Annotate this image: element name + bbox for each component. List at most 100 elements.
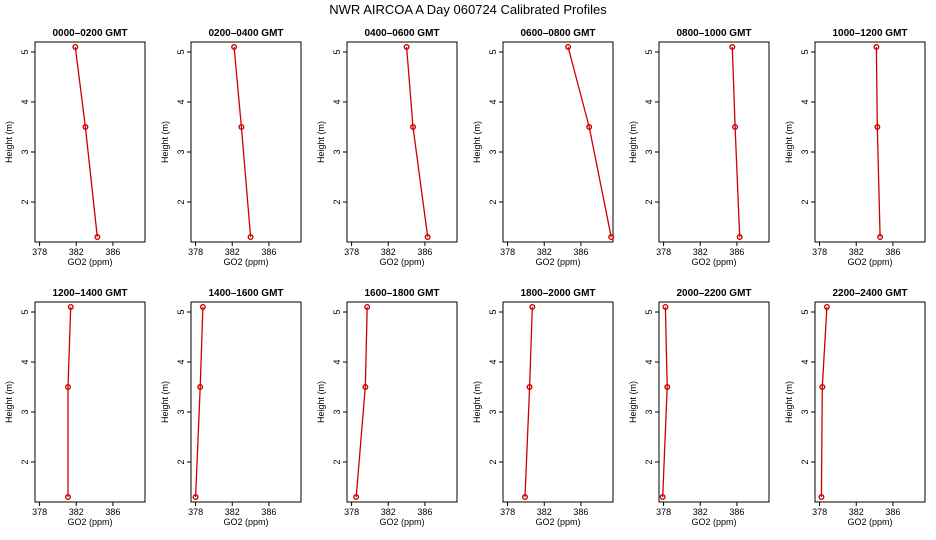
- x-tick-label: 378: [344, 247, 359, 257]
- y-tick-label: 2: [488, 459, 498, 464]
- data-point: [72, 44, 79, 51]
- y-tick-label: 3: [332, 409, 342, 414]
- data-point: [732, 123, 739, 130]
- y-tick-label: 4: [20, 359, 30, 364]
- data-point: [608, 233, 615, 240]
- y-axis-label: Height (m): [784, 381, 794, 423]
- y-tick-label: 3: [488, 149, 498, 154]
- profile-line: [67, 306, 72, 497]
- y-tick-label: 2: [800, 459, 810, 464]
- panel-title: 0400–0600 GMT: [364, 28, 439, 39]
- x-tick-label: 378: [656, 247, 671, 257]
- plot-frame: [34, 301, 146, 503]
- profile-panel: 1000–1200 GMT 378 382 386 2 3 4 5 GO2 (ppm) Heigh…: [784, 28, 926, 267]
- x-axis-label: GO2 (ppm): [67, 257, 112, 267]
- profile-line: [662, 306, 668, 498]
- panel-title: 0800–1000 GMT: [676, 28, 751, 39]
- profile-panel: 0400–0600 GMT 378 382 386 2 3 4 5 GO2 (ppm) Heigh…: [316, 28, 458, 267]
- data-point: [729, 44, 736, 51]
- x-axis-label: GO2 (ppm): [379, 257, 424, 267]
- y-tick-label: 2: [644, 459, 654, 464]
- y-tick-label: 4: [20, 99, 30, 104]
- plot-frame: [658, 301, 770, 503]
- profile-line: [405, 46, 429, 238]
- data-point: [94, 233, 101, 240]
- x-tick-label: 378: [32, 247, 47, 257]
- data-point: [877, 233, 884, 240]
- y-tick-label: 4: [176, 359, 186, 364]
- y-axis-label: Height (m): [316, 381, 326, 423]
- y-tick-label: 5: [20, 49, 30, 54]
- x-tick-label: 382: [225, 247, 240, 257]
- y-tick-label: 2: [332, 459, 342, 464]
- plot-frame: [346, 301, 458, 503]
- data-point: [353, 494, 360, 501]
- y-tick-label: 4: [800, 359, 810, 364]
- y-tick-label: 4: [488, 99, 498, 104]
- data-point: [231, 44, 238, 51]
- data-point: [364, 304, 371, 311]
- panel-title: 1200–1400 GMT: [52, 288, 127, 299]
- y-tick-label: 3: [488, 409, 498, 414]
- data-point: [526, 384, 533, 391]
- data-point: [873, 44, 880, 51]
- profile-panel: 1200–1400 GMT 378 382 386 2 3 4 5 GO2 (ppm) Heigh…: [4, 288, 146, 527]
- plot-frame: [502, 41, 614, 243]
- profile-panel: 1800–2000 GMT 378 382 386 2 3 4 5 GO2 (ppm) Heigh…: [472, 288, 614, 527]
- x-axis-label: GO2 (ppm): [847, 257, 892, 267]
- y-tick-label: 3: [176, 149, 186, 154]
- x-tick-label: 382: [693, 507, 708, 517]
- y-axis-label: Height (m): [4, 121, 14, 163]
- profile-panel: 1400–1600 GMT 378 382 386 2 3 4 5 GO2 (ppm) Heigh…: [160, 288, 302, 527]
- plot-frame: [346, 41, 458, 243]
- y-axis-label: Height (m): [160, 121, 170, 163]
- y-tick-label: 5: [644, 309, 654, 314]
- plot-frame: [814, 301, 926, 503]
- y-tick-label: 4: [800, 99, 810, 104]
- x-tick-label: 386: [105, 507, 120, 517]
- data-point: [819, 384, 826, 391]
- profile-panel: 0800–1000 GMT 378 382 386 2 3 4 5 GO2 (ppm) Heigh…: [628, 28, 770, 267]
- panel-title: 0000–0200 GMT: [52, 28, 127, 39]
- x-tick-label: 378: [32, 507, 47, 517]
- profile-panel: 2200–2400 GMT 378 382 386 2 3 4 5 GO2 (ppm) Heigh…: [784, 288, 926, 527]
- y-tick-label: 4: [644, 359, 654, 364]
- data-point: [362, 384, 369, 391]
- y-tick-label: 5: [332, 309, 342, 314]
- data-point: [586, 123, 593, 130]
- data-point: [238, 123, 245, 130]
- x-tick-label: 386: [729, 247, 744, 257]
- x-tick-label: 378: [500, 247, 515, 257]
- y-tick-label: 3: [800, 409, 810, 414]
- data-point: [818, 494, 825, 501]
- profile-line: [355, 306, 368, 498]
- x-tick-label: 382: [537, 247, 552, 257]
- y-axis-label: Height (m): [628, 381, 638, 423]
- y-tick-label: 2: [176, 459, 186, 464]
- profile-panel: 0200–0400 GMT 378 382 386 2 3 4 5 GO2 (ppm) Heigh…: [160, 28, 302, 267]
- x-axis-label: GO2 (ppm): [535, 257, 580, 267]
- profile-line: [875, 46, 881, 238]
- panel-title: 1800–2000 GMT: [520, 288, 595, 299]
- x-tick-label: 382: [537, 507, 552, 517]
- x-axis-label: GO2 (ppm): [847, 517, 892, 527]
- x-axis-label: GO2 (ppm): [223, 517, 268, 527]
- x-axis-label: GO2 (ppm): [67, 517, 112, 527]
- y-tick-label: 5: [176, 309, 186, 314]
- x-tick-label: 382: [849, 507, 864, 517]
- y-tick-label: 2: [800, 199, 810, 204]
- y-axis-label: Height (m): [316, 121, 326, 163]
- data-point: [67, 304, 74, 311]
- profile-line: [820, 306, 828, 498]
- panel-title: 1600–1800 GMT: [364, 288, 439, 299]
- profile-panel: 0000–0200 GMT 378 382 386 2 3 4 5 GO2 (ppm) Heigh…: [4, 28, 146, 267]
- x-tick-label: 386: [573, 507, 588, 517]
- data-point: [192, 494, 199, 501]
- x-tick-label: 378: [812, 247, 827, 257]
- x-tick-label: 378: [812, 507, 827, 517]
- x-tick-label: 382: [849, 247, 864, 257]
- x-tick-label: 382: [693, 247, 708, 257]
- x-tick-label: 386: [261, 507, 276, 517]
- x-tick-label: 386: [417, 507, 432, 517]
